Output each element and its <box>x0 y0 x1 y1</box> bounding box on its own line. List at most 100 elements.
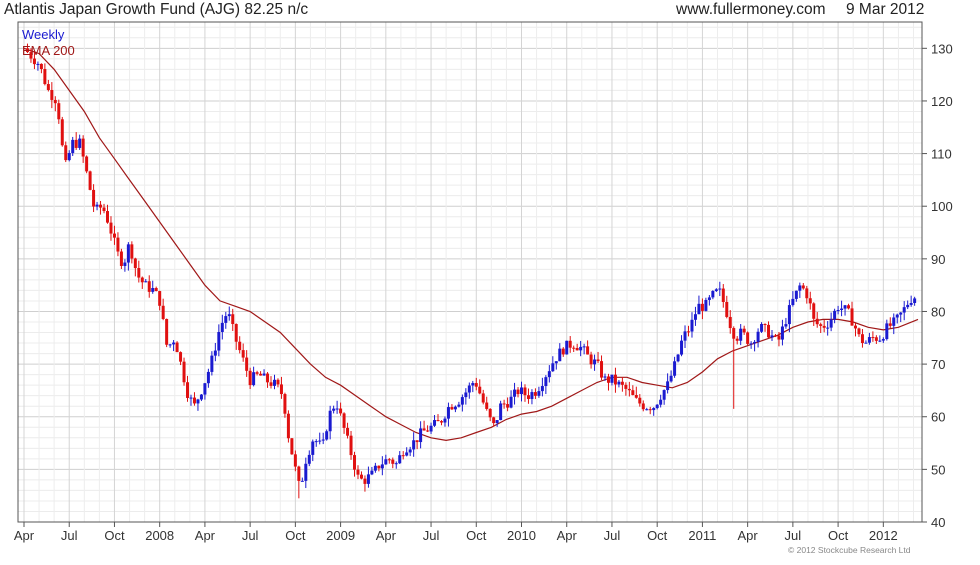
candle-body <box>165 318 169 345</box>
candle-body <box>130 244 134 259</box>
candle-body <box>520 387 524 395</box>
candle-body <box>770 335 774 338</box>
x-tick-label: Oct <box>828 528 849 543</box>
candle-body <box>50 89 54 100</box>
candle-body <box>777 335 781 340</box>
y-axis: 40 50 60 70 80 90 100 110 120 130 <box>922 41 953 530</box>
candle-body <box>467 385 471 393</box>
chart-date: 9 Mar 2012 <box>846 1 925 18</box>
candle-body <box>353 455 357 470</box>
y-tick-label: 70 <box>931 357 945 372</box>
candle-body <box>760 324 764 332</box>
candle-body <box>366 474 370 484</box>
x-tick-label: 2011 <box>688 528 716 543</box>
candle-body <box>725 301 729 317</box>
candle-body <box>742 328 746 333</box>
candle-body <box>64 145 68 161</box>
candle-body <box>801 285 805 289</box>
candle-body <box>589 354 593 365</box>
candle-body <box>53 99 57 104</box>
candle-body <box>488 408 492 418</box>
candle-body <box>450 407 454 410</box>
candle-body <box>241 350 245 358</box>
candle-body <box>523 387 527 396</box>
x-axis: Apr Jul Oct 2008 Apr Jul Oct 2009 Apr Jul Oct 2010 A… <box>14 522 898 543</box>
candle-body <box>46 84 50 90</box>
candle-body <box>836 310 840 312</box>
candle-body <box>485 402 489 409</box>
candle-body <box>683 331 687 341</box>
candle-body <box>123 262 127 266</box>
candle-body <box>815 318 819 325</box>
candle-body <box>213 350 217 356</box>
candle-body <box>568 340 572 348</box>
candle-body <box>269 382 273 386</box>
candle-body <box>638 397 642 404</box>
candle-body <box>509 396 513 408</box>
candle-body <box>690 319 694 332</box>
x-tick-label: 2008 <box>145 528 174 543</box>
candle-body <box>791 298 795 306</box>
candle-body <box>154 288 158 292</box>
candle-body <box>631 390 635 396</box>
y-tick-label: 120 <box>931 94 953 109</box>
candle-body <box>342 413 346 428</box>
candle-body <box>881 339 885 341</box>
candle-body <box>874 337 878 341</box>
candle-body <box>67 153 71 161</box>
candle-body <box>645 409 649 411</box>
candle-body <box>92 189 96 207</box>
candle-body <box>307 454 311 464</box>
candle-body <box>540 386 544 392</box>
x-tick-label: Apr <box>195 528 216 543</box>
x-tick-label: Apr <box>376 528 397 543</box>
candle-body <box>314 441 318 443</box>
candle-body <box>394 463 398 465</box>
candle-body <box>43 69 47 85</box>
candle-body <box>513 389 517 397</box>
candle-body <box>537 391 541 396</box>
candle-body <box>784 324 788 327</box>
candle-body <box>311 441 315 455</box>
candle-body <box>833 310 837 320</box>
copyright-notice: © 2012 Stockcube Research Ltd <box>788 545 911 555</box>
candle-body <box>673 361 677 376</box>
candle-body <box>686 331 690 333</box>
candle-body <box>405 452 409 456</box>
x-tick-label: Oct <box>104 528 125 543</box>
candle-body <box>234 324 238 342</box>
candle-body <box>196 399 200 404</box>
candle-body <box>593 359 597 365</box>
candle-body <box>620 381 624 385</box>
candle-body <box>363 478 367 484</box>
candle-body <box>843 305 847 309</box>
candle-body <box>105 211 109 223</box>
candle-body <box>624 384 628 389</box>
candle-body <box>492 417 496 424</box>
candle-body <box>426 430 430 432</box>
candle-body <box>822 325 826 328</box>
candle-body <box>439 421 443 423</box>
candle-body <box>25 48 29 53</box>
candle-body <box>853 325 857 329</box>
candle-body <box>655 404 659 409</box>
candle-body <box>600 361 604 378</box>
candle-body <box>158 291 162 306</box>
candle-body <box>151 288 155 292</box>
candle-body <box>575 348 579 351</box>
candle-body <box>596 359 600 362</box>
candle-body <box>446 407 450 419</box>
candle-body <box>412 440 416 450</box>
candle-body <box>749 343 753 345</box>
candle-body <box>29 52 33 59</box>
candle-body <box>603 376 607 378</box>
candle-body <box>711 290 715 298</box>
candle-body <box>210 355 214 372</box>
candle-body <box>697 303 701 315</box>
candle-body <box>547 371 551 378</box>
candle-body <box>332 408 336 411</box>
candle-body <box>641 403 645 410</box>
candle-body <box>902 307 906 313</box>
candle-body <box>419 428 423 443</box>
candle-series <box>25 43 917 499</box>
